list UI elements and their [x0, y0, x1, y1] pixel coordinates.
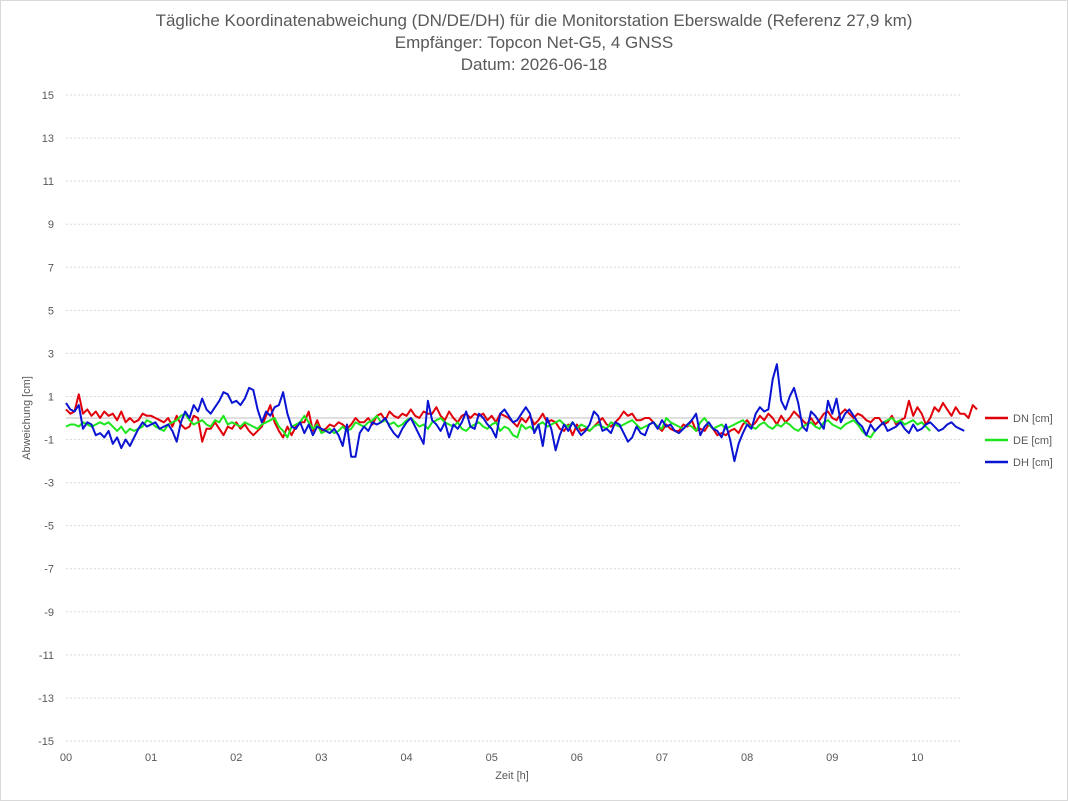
y-axis-ticks: 15 13 11 9 7 5 3 1 -1 -3 -5 -7 -9 -11 -13 -15 — [38, 90, 54, 748]
y-tick-label: 7 — [48, 262, 54, 274]
x-axis-ticks: 00 01 02 03 04 05 06 07 08 09 10 — [60, 752, 924, 764]
y-tick-label: -15 — [38, 736, 54, 748]
y-tick-label: -7 — [44, 564, 54, 576]
y-tick-label: 13 — [42, 133, 54, 145]
x-tick-label: 05 — [486, 752, 498, 764]
gridlines — [66, 94, 960, 742]
y-tick-label: 15 — [42, 90, 54, 102]
y-tick-label: -9 — [44, 607, 54, 619]
y-tick-label: -13 — [38, 693, 54, 705]
x-tick-label: 04 — [400, 752, 412, 764]
y-axis-label: Abweichung [cm] — [21, 376, 33, 460]
y-tick-label: 5 — [48, 305, 54, 317]
series-line-dh — [65, 363, 965, 463]
chart-title: Tägliche Koordinatenabweichung (DN/DE/DH… — [155, 11, 913, 30]
legend: DN [cm] DE [cm] DH [cm] — [985, 413, 1053, 469]
x-tick-label: 07 — [656, 752, 668, 764]
x-tick-label: 03 — [315, 752, 327, 764]
y-tick-label: -3 — [44, 478, 54, 490]
chart-date: Datum: 2026-06-18 — [460, 55, 608, 74]
x-tick-label: 00 — [60, 752, 72, 764]
series-lines — [65, 363, 978, 463]
y-tick-label: 3 — [48, 348, 54, 360]
x-tick-label: 09 — [826, 752, 838, 764]
y-tick-label: -5 — [44, 521, 54, 533]
x-tick-label: 02 — [230, 752, 242, 764]
chart-title-block: Tägliche Koordinatenabweichung (DN/DE/DH… — [0, 10, 1068, 76]
y-tick-label: 9 — [48, 219, 54, 231]
y-tick-label: 1 — [48, 391, 54, 403]
y-tick-label: -11 — [39, 650, 54, 662]
legend-label: DE [cm] — [1013, 435, 1052, 447]
x-tick-label: 08 — [741, 752, 753, 764]
legend-label: DH [cm] — [1013, 457, 1053, 469]
x-tick-label: 10 — [911, 752, 923, 764]
chart-subtitle: Empfänger: Topcon Net-G5, 4 GNSS — [394, 33, 674, 52]
legend-label: DN [cm] — [1013, 413, 1053, 425]
y-tick-label: -1 — [44, 435, 54, 447]
x-tick-label: 01 — [145, 752, 157, 764]
y-tick-label: 11 — [43, 176, 54, 188]
x-axis-label: Zeit [h] — [495, 770, 529, 782]
x-tick-label: 06 — [571, 752, 583, 764]
